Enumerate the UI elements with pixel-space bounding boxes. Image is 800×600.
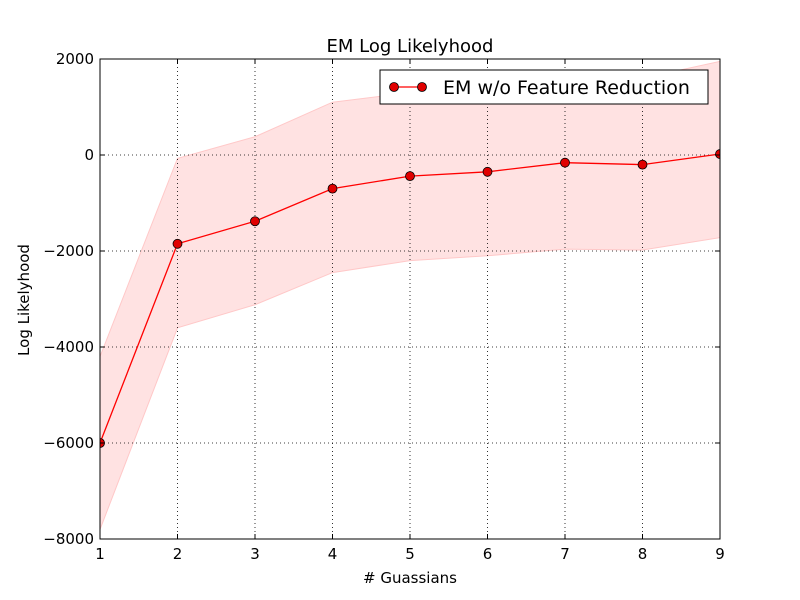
x-tick-label: 2 <box>173 545 183 563</box>
data-point <box>637 159 648 170</box>
x-tick-label: 7 <box>560 545 570 563</box>
data-point <box>327 183 338 194</box>
data-point <box>560 157 570 168</box>
x-tick-label: 6 <box>483 545 493 563</box>
x-tick-label: 5 <box>405 545 415 563</box>
x-axis-title: # Guassians <box>363 569 457 587</box>
data-point <box>172 238 183 249</box>
x-tick-label: 4 <box>328 545 338 563</box>
legend-label: EM w/o Feature Reduction <box>443 77 690 99</box>
x-tick-label: 1 <box>95 545 105 563</box>
confidence-band <box>100 60 720 530</box>
x-tick-label: 3 <box>250 545 260 563</box>
data-point <box>405 171 415 182</box>
y-tick-label: −6000 <box>43 434 94 452</box>
plot-content <box>100 59 720 539</box>
chart-title: EM Log Likelyhood <box>327 36 494 57</box>
x-tick-label: 8 <box>638 545 648 563</box>
plot-area: 1 2 3 4 5 6 7 8 9 −8000 −6000 −4000 −2000 0 2000 <box>43 50 725 563</box>
y-tick-label: −2000 <box>43 242 94 260</box>
data-point <box>250 216 260 227</box>
x-tick-label: 9 <box>715 545 725 563</box>
data-point <box>715 149 720 159</box>
y-tick-label: −8000 <box>43 530 94 548</box>
y-axis-title: Log Likelyhood <box>15 244 33 356</box>
y-tick-label: 2000 <box>56 50 94 68</box>
legend-box <box>379 69 709 105</box>
data-point <box>482 166 493 177</box>
legend-marker <box>417 82 427 92</box>
y-tick-label: −4000 <box>43 338 94 356</box>
legend-marker <box>389 82 399 92</box>
y-tick-label: 0 <box>84 146 94 164</box>
legend: EM w/o Feature Reduction <box>379 69 709 105</box>
